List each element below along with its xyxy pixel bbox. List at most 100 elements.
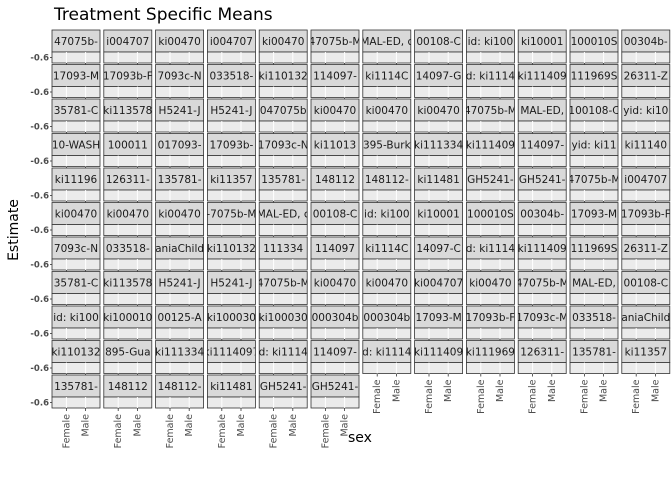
facet-label: id: ki100	[468, 36, 514, 48]
panel-background	[206, 86, 256, 98]
facet-panel: 00108-C	[621, 271, 671, 308]
panel-background	[206, 155, 256, 167]
panel-background	[465, 155, 515, 167]
panel-background	[465, 258, 515, 271]
panel-background	[310, 224, 360, 236]
facet-panel: 17093-M	[414, 305, 464, 342]
facet-label: 17093b-	[209, 140, 253, 152]
panel-background	[517, 155, 567, 167]
facet-panel: GH5241-	[517, 167, 567, 204]
facet-panel: 00125-A	[155, 305, 205, 342]
x-tick-label: Male	[650, 379, 661, 402]
facet-label: 114097-	[313, 347, 357, 359]
panel-background	[103, 396, 153, 409]
x-tick-label: Female	[61, 414, 72, 449]
x-tick-label: Male	[391, 379, 402, 402]
panel-background	[362, 362, 412, 374]
panel-background	[465, 327, 515, 340]
panel-background	[155, 362, 205, 374]
facet-label: 135781-	[158, 174, 202, 186]
facet-label: H5241-J	[159, 105, 201, 117]
facet-panel: H5241-J	[206, 98, 256, 135]
facet-panel: 47075b-	[51, 29, 101, 66]
facet-panel: 7093c-N	[51, 236, 101, 273]
panel-background	[362, 51, 412, 64]
facet-label: 35781-C	[54, 105, 99, 117]
x-tick-label: Male	[81, 414, 92, 437]
facet-label: 47075b-	[54, 36, 98, 48]
facet-label: ki00470	[107, 209, 149, 221]
panel-background	[310, 396, 360, 409]
facet-label: ki111409	[466, 140, 515, 152]
facet-label: yid: ki11	[571, 140, 616, 152]
facet-panel: yid: ki11	[569, 133, 619, 170]
facet-label: ki10001	[417, 209, 459, 221]
facet-label: ki004707	[414, 278, 463, 290]
facet-panel: ki11013	[310, 133, 360, 170]
facet-label: i004707	[624, 174, 667, 186]
facet-label: ki00470	[366, 105, 408, 117]
panel-background	[465, 293, 515, 305]
panel-background	[517, 51, 567, 64]
facet-panel: -7075b-M	[206, 202, 256, 239]
facet-panel: ki11196	[51, 167, 101, 204]
facet-label: 111969S	[571, 243, 618, 255]
panel-background	[362, 189, 412, 202]
facet-panel: ki00470	[51, 202, 101, 239]
panel-background	[362, 293, 412, 305]
facet-label: 00108-C	[313, 209, 358, 221]
facet-panel: H5241-J	[206, 271, 256, 308]
facet-panel: ki110132	[206, 236, 256, 273]
facet-panel: 395-Burk	[362, 133, 412, 170]
facet-label: ki100010	[103, 312, 152, 324]
panel-background	[414, 51, 464, 64]
panel-background	[258, 327, 308, 340]
panel-background	[362, 86, 412, 98]
facet-label: 047075b	[260, 105, 307, 117]
panel-background	[569, 224, 619, 236]
panel-background	[258, 293, 308, 305]
facet-panel: 100010S	[465, 202, 515, 239]
facet-label: MAL-ED,	[520, 105, 564, 117]
facet-panel: 47075b-M	[517, 271, 567, 308]
facet-label: H5241-J	[210, 278, 252, 290]
x-tick-label: Female	[165, 414, 176, 449]
facet-label: 033518-	[209, 71, 253, 83]
facet-panel: d: ki1114	[362, 340, 412, 377]
panel-background	[258, 396, 308, 409]
facet-label: ki110132	[51, 347, 100, 359]
panel-background	[621, 327, 671, 340]
facet-label: 47075b-M	[568, 174, 621, 186]
panel-background	[51, 155, 101, 167]
panel-background	[310, 155, 360, 167]
panel-background	[258, 224, 308, 236]
facet-panel: 000304b	[310, 305, 360, 342]
panel-background	[362, 155, 412, 167]
y-tick-label: -0.6	[30, 330, 49, 340]
facet-label: ki00470	[262, 36, 304, 48]
facet-panel: 17093b-F	[621, 202, 671, 239]
panel-background	[414, 120, 464, 133]
facet-panel: 126311-	[103, 167, 153, 204]
facet-panel: 17093b-	[206, 133, 256, 170]
facet-label: ki11196	[55, 174, 98, 186]
panel-background	[414, 362, 464, 374]
facet-label: ki1114097	[204, 347, 260, 359]
facet-label: 00304b-	[520, 209, 564, 221]
panel-background	[155, 224, 205, 236]
facet-label: 35781-C	[54, 278, 99, 290]
facet-panel: ki10001	[517, 29, 567, 66]
facet-panel: ki11357	[621, 340, 671, 377]
panel-background	[621, 189, 671, 202]
facet-panel: ki100030	[206, 305, 256, 342]
facet-panel: 148112-	[155, 374, 205, 411]
facet-label: ki1114C	[365, 243, 408, 255]
panel-background	[51, 258, 101, 271]
panel-background	[310, 293, 360, 305]
panel-background	[103, 327, 153, 340]
panel-background	[155, 86, 205, 98]
facet-label: 111334	[263, 243, 303, 255]
facet-panel: 135781-	[569, 340, 619, 377]
panel-background	[103, 155, 153, 167]
